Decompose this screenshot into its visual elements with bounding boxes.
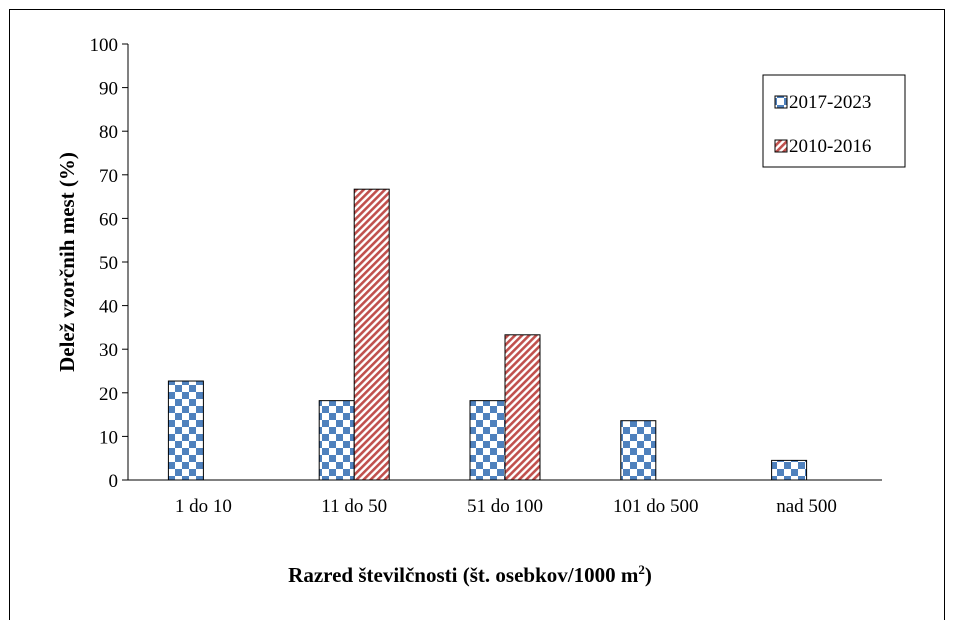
x-axis-title-superscript: 2 <box>638 562 645 577</box>
bar-2017-2023-51-do-100 <box>469 400 506 481</box>
y-tick-label: 50 <box>99 253 118 274</box>
bar-2010-2016-51-do-100 <box>504 334 541 481</box>
x-tick-label: 1 do 10 <box>175 496 232 517</box>
legend-label-2010-2016: 2010-2016 <box>789 136 871 157</box>
y-tick-label: 70 <box>99 166 118 187</box>
y-tick-label: 80 <box>99 122 118 143</box>
y-tick-label: 20 <box>99 384 118 405</box>
x-axis-tick-labels: 1 do 10 11 do 50 51 do 100 101 do 500 nad 50… <box>175 496 837 517</box>
x-axis-title: Razred številčnosti (št. osebkov/1000 m2… <box>288 562 652 587</box>
y-tick-label: 90 <box>99 79 118 100</box>
y-tick-label: 0 <box>109 471 119 492</box>
legend: 2017-2023 2010-2016 <box>762 74 906 168</box>
bar-2017-2023-1-do-10 <box>167 380 204 481</box>
x-axis-title-main: Razred številčnosti (št. osebkov/1000 m <box>288 563 639 587</box>
x-axis-title-end: ) <box>645 563 652 587</box>
y-tick-label: 40 <box>99 297 118 318</box>
bar-2017-2023-11-do-50 <box>318 400 355 481</box>
legend-label-2017-2023: 2017-2023 <box>789 92 871 113</box>
x-tick-label: 51 do 100 <box>467 496 543 517</box>
y-tick-label: 30 <box>99 340 118 361</box>
bar-2017-2023-nad-500 <box>771 459 808 481</box>
bar-2017-2023-101-do-500 <box>620 420 657 481</box>
legend-swatch-2017-2023 <box>774 95 788 109</box>
y-axis-ticks: 0 10 20 30 40 50 60 70 80 90 100 <box>90 35 128 492</box>
legend-swatch-2010-2016 <box>774 139 788 153</box>
x-tick-label: 101 do 500 <box>613 496 699 517</box>
y-tick-label: 100 <box>90 35 119 56</box>
axes <box>127 44 882 481</box>
bars <box>167 188 808 481</box>
x-tick-label: nad 500 <box>776 496 837 517</box>
y-tick-label: 60 <box>99 209 118 230</box>
x-tick-label: 11 do 50 <box>321 496 387 517</box>
y-tick-label: 10 <box>99 427 118 448</box>
y-axis-title: Delež vzorčnih mest (%) <box>55 152 79 372</box>
bar-2010-2016-11-do-50 <box>353 188 390 481</box>
